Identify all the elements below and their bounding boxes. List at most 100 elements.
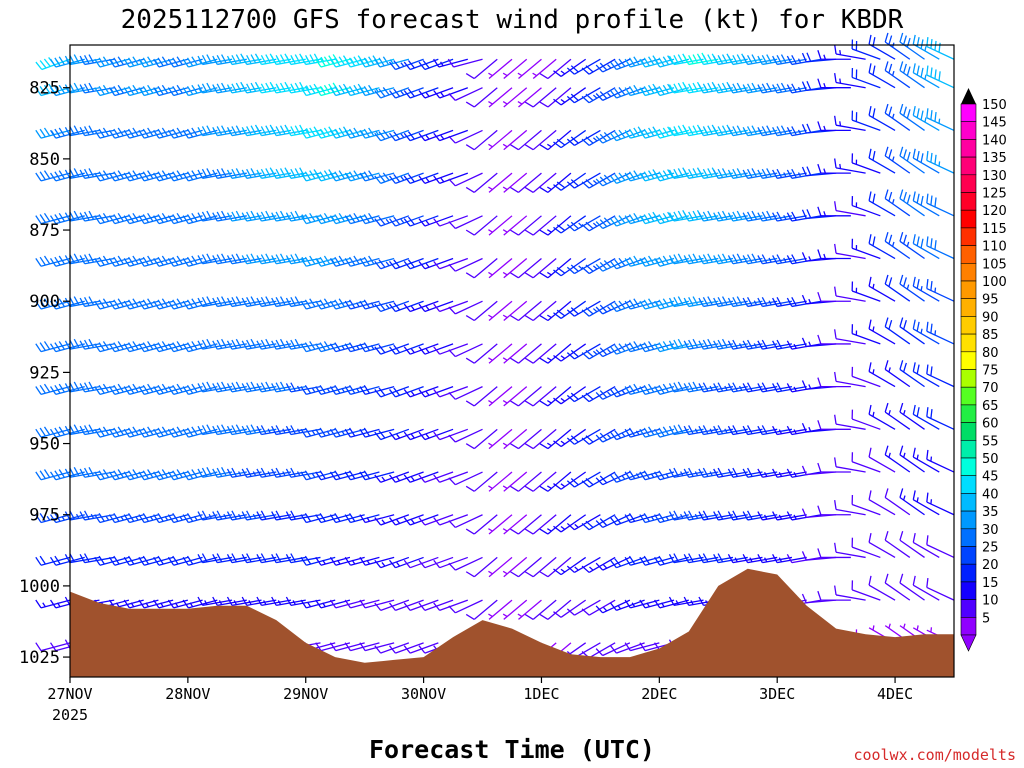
wind-barb-feather (389, 602, 396, 611)
wind-barb-feather (926, 108, 929, 118)
wind-barb-feather (654, 386, 661, 395)
wind-barb-staff (350, 257, 380, 267)
wind-barb-half-feather (502, 101, 508, 105)
wind-barb-staff (380, 87, 410, 99)
wind-barb-staff (114, 428, 144, 438)
wind-barb (389, 642, 424, 654)
wind-barb (595, 514, 631, 528)
wind-barb (389, 471, 424, 483)
wind-barb-feather (465, 144, 475, 151)
wind-barb-feather (108, 514, 116, 523)
wind-barb (683, 338, 719, 350)
wind-barb (226, 424, 262, 436)
wind-barb-feather (930, 323, 933, 334)
wind-barb-feather (221, 296, 227, 306)
wind-barb (285, 210, 321, 222)
wind-barb-feather (172, 86, 179, 95)
wind-barb (403, 257, 439, 270)
wind-barb-feather (113, 427, 120, 437)
wind-barb-feather (88, 125, 95, 135)
wind-barb-feather (235, 296, 242, 306)
wind-barb-half-feather (502, 143, 508, 148)
wind-barb-feather (300, 428, 307, 438)
wind-barb-feather (348, 128, 356, 138)
wind-barb-half-feather (440, 177, 445, 183)
wind-barb-staff (424, 300, 454, 313)
wind-barb (539, 386, 572, 407)
wind-barb-staff (99, 257, 130, 267)
wind-barb-feather (300, 87, 307, 96)
wind-barb-half-feather (607, 64, 612, 69)
wind-barb-feather (197, 511, 204, 521)
wind-barb-feather (628, 342, 636, 351)
wind-barb-feather (138, 300, 145, 310)
wind-barb-staff (777, 129, 807, 137)
wind-barb-staff (547, 129, 572, 151)
wind-barb-staff (158, 343, 189, 353)
wind-barb (581, 514, 616, 531)
wind-barb (926, 108, 955, 131)
wind-barb-feather (73, 338, 80, 348)
wind-barb-half-feather (797, 129, 802, 135)
wind-barb-feather (403, 389, 411, 398)
wind-barb-feather (382, 87, 390, 96)
wind-barb-feather (117, 341, 124, 350)
wind-barb-feather (94, 87, 101, 96)
wind-barb-feather (465, 443, 475, 450)
wind-barb-feather (123, 87, 130, 96)
wind-barb-feather (359, 514, 366, 523)
wind-barb-half-feather (322, 602, 326, 608)
wind-barb-feather (648, 298, 655, 308)
wind-barb-feather (353, 255, 360, 265)
wind-barb-staff (217, 428, 247, 436)
wind-barb-feather (888, 277, 893, 287)
wind-barb-feather (294, 168, 301, 178)
wind-barb-staff (231, 514, 262, 521)
wind-barb-staff (129, 428, 159, 438)
wind-barb (123, 599, 159, 609)
wind-barb-feather (673, 467, 679, 477)
wind-barb (94, 298, 130, 310)
wind-barb-staff (851, 247, 881, 260)
wind-barb-staff (40, 514, 71, 524)
wind-barb (167, 513, 203, 524)
wind-barb (123, 426, 159, 438)
wind-barb-feather (618, 343, 626, 352)
wind-barb-half-feather (488, 570, 493, 575)
wind-barb-feather (344, 642, 351, 651)
wind-barb-feather (628, 513, 636, 522)
wind-barb-half-feather (749, 557, 753, 563)
wind-barb-half-feather (560, 483, 566, 488)
wind-barb-feather (872, 108, 876, 118)
wind-barb-feather (197, 383, 204, 393)
wind-barb-feather (772, 425, 778, 435)
wind-barb-staff (851, 589, 881, 601)
wind-barb-feather (888, 63, 893, 74)
wind-barb-feather (817, 505, 822, 515)
x-year-label: 2025 (52, 706, 88, 724)
wind-barb-feather (393, 173, 401, 183)
wind-barb (926, 535, 955, 559)
wind-barb (433, 343, 469, 355)
wind-barb-staff (114, 599, 144, 609)
wind-barb-feather (142, 384, 150, 394)
wind-barb-feather (359, 172, 366, 182)
wind-barb (418, 58, 454, 71)
wind-barb-feather (899, 274, 904, 285)
wind-barb-staff (364, 215, 395, 225)
wind-barb-feather (912, 148, 916, 159)
wind-barb (300, 513, 336, 524)
wind-barb-feather (581, 522, 590, 531)
wind-barb (912, 575, 940, 601)
wind-barb-staff (899, 112, 925, 131)
wind-barb-feather (201, 83, 208, 93)
wind-barb-staff (261, 257, 292, 265)
wind-barb-feather (618, 129, 626, 138)
wind-barb (899, 445, 925, 473)
wind-barb (344, 299, 380, 310)
wind-barb-feather (363, 171, 371, 181)
wind-barb-staff (395, 343, 424, 355)
wind-barb-staff (320, 471, 351, 481)
wind-barb-feather (153, 386, 160, 395)
wind-barb-half-feather (381, 476, 386, 482)
